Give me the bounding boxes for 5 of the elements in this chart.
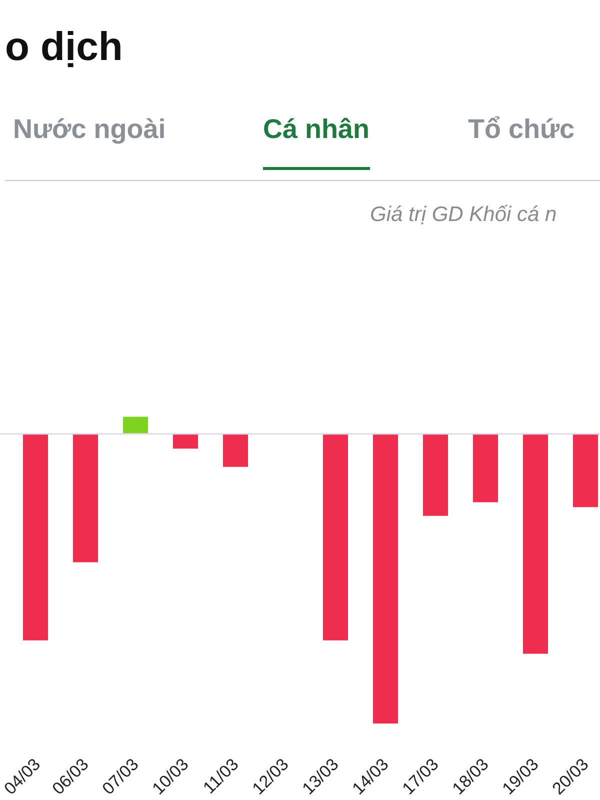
text: Tổ chức [468,113,575,146]
chart-title: o dịch [5,24,123,71]
text: Nước ngoài [13,113,166,146]
chart-subtitle: Giá trị GD Khối cá n [370,202,557,228]
text: Cá nhân [263,110,370,170]
